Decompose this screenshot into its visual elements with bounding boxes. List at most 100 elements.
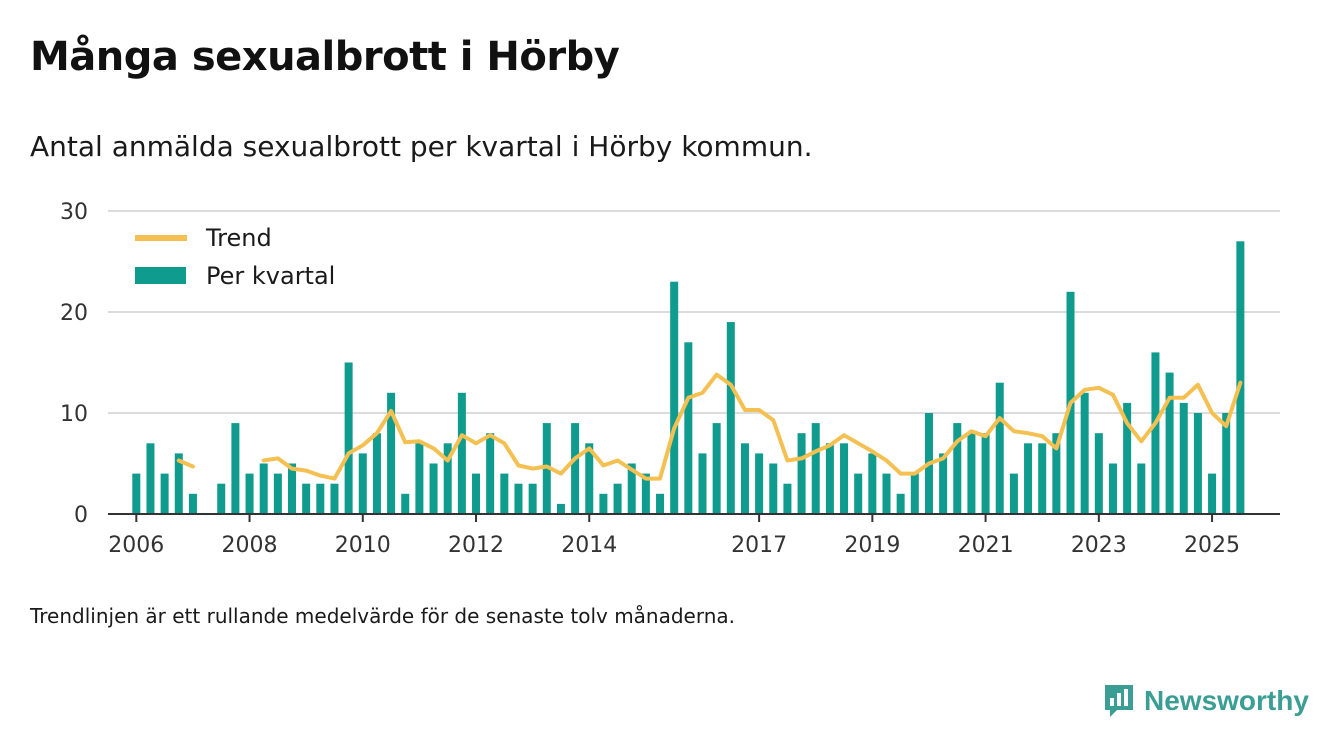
bar [571, 423, 580, 514]
bar [656, 493, 665, 514]
bar [882, 473, 891, 514]
x-tick-label: 2021 [958, 533, 1014, 558]
bar [783, 483, 792, 514]
bar [486, 433, 495, 514]
bar [330, 483, 339, 514]
bar [740, 443, 749, 514]
legend: Trend Per kvartal [135, 224, 335, 290]
bar [1094, 433, 1103, 514]
x-tick-label: 2008 [222, 533, 278, 558]
bar [146, 443, 155, 514]
bar [613, 483, 622, 514]
y-tick-label: 20 [60, 301, 88, 326]
bar [825, 443, 834, 514]
bar [755, 453, 764, 514]
bar [316, 483, 325, 514]
footnote: Trendlinjen är ett rullande medelvärde f… [30, 604, 736, 628]
bar [500, 473, 509, 514]
bar [472, 473, 481, 514]
bar [1179, 402, 1188, 514]
bar [910, 473, 919, 514]
x-tick-label: 2017 [731, 533, 787, 558]
bar [514, 483, 523, 514]
bar [684, 342, 693, 514]
bar [641, 473, 650, 514]
bar-line-chart: 0 10 20 30 2006 2008 2010 2012 2014 2017 2019 2021 2… [60, 200, 1280, 558]
x-tick-label: 2012 [448, 533, 504, 558]
bar [443, 443, 452, 514]
x-tick-label: 2023 [1071, 533, 1127, 558]
bar [967, 433, 976, 514]
bar [854, 473, 863, 514]
bar [1038, 443, 1047, 514]
bar [415, 443, 424, 514]
bar [174, 453, 183, 514]
bar [288, 463, 297, 514]
bar [1193, 413, 1202, 514]
bar [1123, 402, 1132, 514]
bar [1151, 352, 1160, 514]
bar [995, 382, 1004, 514]
bar [401, 493, 410, 514]
bar [585, 443, 594, 514]
bar [273, 473, 282, 514]
bar [670, 281, 679, 514]
bar [132, 473, 141, 514]
chart-subtitle: Antal anmälda sexualbrott per kvartal i … [30, 130, 813, 163]
legend-bar-swatch [135, 267, 186, 284]
bar [1165, 372, 1174, 514]
bar [387, 392, 396, 514]
bar [1236, 241, 1245, 515]
bar [302, 483, 311, 514]
bar [712, 423, 721, 514]
y-tick-label: 10 [60, 402, 88, 427]
bar [1080, 392, 1089, 514]
bar [160, 473, 169, 514]
bar [868, 453, 877, 514]
bar [231, 423, 240, 514]
bar [953, 423, 962, 514]
bar [217, 483, 226, 514]
bar [1222, 413, 1231, 514]
bar [1024, 443, 1033, 514]
brand: Newsworthy [1102, 682, 1309, 720]
x-tick-label: 2014 [561, 533, 617, 558]
bar [627, 463, 636, 514]
bar [811, 423, 820, 514]
trend-line [176, 458, 195, 469]
x-tick-label: 2006 [108, 533, 164, 558]
bar [1108, 463, 1117, 514]
chart-title: Många sexualbrott i Hörby [30, 34, 620, 80]
bar [372, 433, 381, 514]
newsworthy-logo-icon [1105, 685, 1133, 717]
bar [528, 483, 537, 514]
legend-bar-label: Per kvartal [206, 262, 335, 290]
bar [344, 362, 353, 514]
bar [797, 433, 806, 514]
bar [896, 493, 905, 514]
bar [599, 493, 608, 514]
x-tick-label: 2019 [844, 533, 900, 558]
bar [726, 322, 735, 514]
bar [939, 453, 948, 514]
gridlines [108, 210, 1280, 414]
axes: 0 10 20 30 2006 2008 2010 2012 2014 2017 2019 2021 2… [60, 200, 1280, 558]
bar [358, 453, 367, 514]
bar [1052, 433, 1061, 514]
bar [259, 463, 268, 514]
brand-name: Newsworthy [1144, 685, 1309, 716]
bar [981, 433, 990, 514]
bar [698, 453, 707, 514]
bar [1208, 473, 1217, 514]
bar [245, 473, 254, 514]
y-tick-label: 0 [74, 503, 88, 528]
legend-trend-label: Trend [205, 224, 272, 252]
bar [1009, 473, 1018, 514]
bar [556, 503, 565, 514]
bar [1137, 463, 1146, 514]
x-tick-label: 2010 [335, 533, 391, 558]
bar [429, 463, 438, 514]
bar [840, 443, 849, 514]
bar [457, 392, 466, 514]
y-tick-label: 30 [60, 200, 88, 225]
